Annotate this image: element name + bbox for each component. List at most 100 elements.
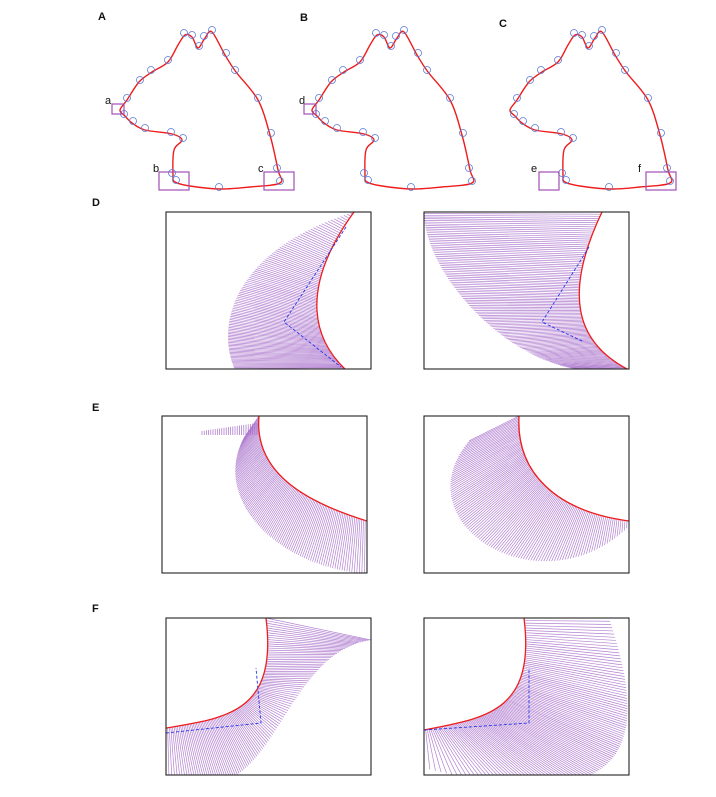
- fan-line: [467, 303, 580, 306]
- fan-line: [450, 445, 522, 489]
- fan-line: [515, 689, 626, 729]
- fan-line: [482, 317, 583, 320]
- fan-line: [310, 506, 328, 561]
- fan-line: [525, 498, 563, 560]
- fan-line: [495, 708, 605, 767]
- fan-line: [248, 699, 283, 720]
- fan-line: [242, 704, 275, 733]
- fan-line: [173, 726, 180, 775]
- fan-line: [426, 230, 593, 236]
- fan-line: [258, 686, 300, 694]
- fan-line: [465, 720, 536, 775]
- fan-line: [237, 708, 268, 743]
- fan-line: [276, 492, 303, 543]
- fan-line: [507, 698, 621, 747]
- fan-line: [456, 722, 516, 775]
- fan-line: [450, 441, 521, 483]
- fan-line: [564, 362, 617, 367]
- fan-line: [294, 500, 316, 554]
- fan-line: [424, 221, 597, 226]
- fan-line: [452, 434, 520, 472]
- fan-line: [340, 216, 349, 221]
- fan-line: [241, 465, 273, 502]
- fan-line: [271, 253, 323, 273]
- fan-line: [518, 682, 628, 717]
- fan-line: [475, 476, 538, 537]
- fan-line: [488, 712, 594, 774]
- fan-line: [533, 501, 567, 561]
- contour-b: [303, 26, 476, 191]
- fan-line: [446, 276, 581, 282]
- fan-line: [238, 425, 259, 450]
- fan-line: [253, 693, 292, 707]
- fan-line: [318, 224, 340, 236]
- fan-line: [523, 664, 626, 686]
- fan-line: [540, 503, 571, 562]
- panel-frame: [423, 415, 630, 574]
- fan-line: [516, 686, 627, 724]
- fan-line: [588, 514, 599, 553]
- control-point: [446, 94, 454, 102]
- fan-line: [264, 259, 321, 280]
- fan-line: [231, 312, 320, 329]
- fan-line: [469, 305, 580, 307]
- fan-line: [445, 274, 581, 280]
- fan-line: [433, 252, 585, 259]
- region-box: [158, 171, 190, 191]
- control-point: [168, 169, 176, 177]
- fan-line: [228, 342, 330, 350]
- fan-line: [178, 725, 188, 775]
- detail-panel-f-left: [165, 617, 372, 776]
- fan-line: [339, 514, 349, 570]
- fan-line: [235, 709, 265, 747]
- fan-line: [517, 496, 559, 559]
- fan-line: [606, 517, 612, 544]
- fan-line: [249, 698, 285, 718]
- fan-line: [260, 682, 305, 688]
- fan-line: [284, 496, 309, 548]
- fan-line: [619, 519, 622, 535]
- control-point: [407, 183, 415, 191]
- fan-line: [482, 481, 542, 543]
- fan-line: [228, 323, 323, 337]
- region-box: [538, 171, 560, 191]
- fan-line: [431, 728, 453, 775]
- fan-line: [522, 497, 562, 560]
- fan-line: [334, 513, 346, 569]
- fan-line: [424, 223, 596, 228]
- fan-line: [257, 687, 299, 696]
- fan-line: [236, 455, 267, 487]
- fan-line: [525, 645, 621, 657]
- fan-line: [268, 256, 322, 277]
- fan-line: [233, 306, 319, 324]
- fan-line: [426, 729, 436, 771]
- fan-line: [525, 634, 617, 641]
- control-point: [468, 177, 476, 185]
- fan-line: [460, 294, 580, 298]
- fan-line: [566, 363, 618, 368]
- control-point: [356, 56, 364, 64]
- fan-line: [351, 517, 357, 573]
- fan-line: [460, 423, 520, 453]
- fan-line: [227, 337, 328, 347]
- fan-line: [442, 268, 581, 275]
- fan-line: [267, 634, 355, 645]
- control-point: [392, 32, 400, 40]
- fan-line: [228, 343, 330, 351]
- fan-line: [549, 356, 608, 362]
- fan-line: [467, 471, 534, 530]
- fan-line: [464, 469, 533, 526]
- fan-line: [305, 231, 334, 246]
- fan-line: [316, 508, 333, 564]
- fan-line: [521, 674, 628, 702]
- fan-line: [245, 702, 279, 727]
- skeleton-dashed-line: [166, 667, 262, 734]
- fan-line: [477, 477, 539, 539]
- fan-line: [512, 692, 625, 735]
- fan-line: [553, 506, 578, 562]
- fan-line: [265, 663, 324, 666]
- fan-line: [484, 482, 543, 544]
- fan-line: [439, 726, 475, 775]
- fan-line: [486, 483, 544, 546]
- control-point: [123, 94, 131, 102]
